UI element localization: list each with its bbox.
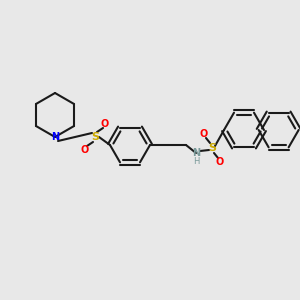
Text: O: O <box>216 157 224 167</box>
Text: O: O <box>101 119 109 129</box>
Text: S: S <box>91 132 99 142</box>
Text: O: O <box>81 145 89 155</box>
Text: O: O <box>200 129 208 139</box>
Text: S: S <box>208 143 216 153</box>
Text: N: N <box>192 148 200 158</box>
Text: H: H <box>193 157 199 166</box>
Text: N: N <box>51 132 59 142</box>
